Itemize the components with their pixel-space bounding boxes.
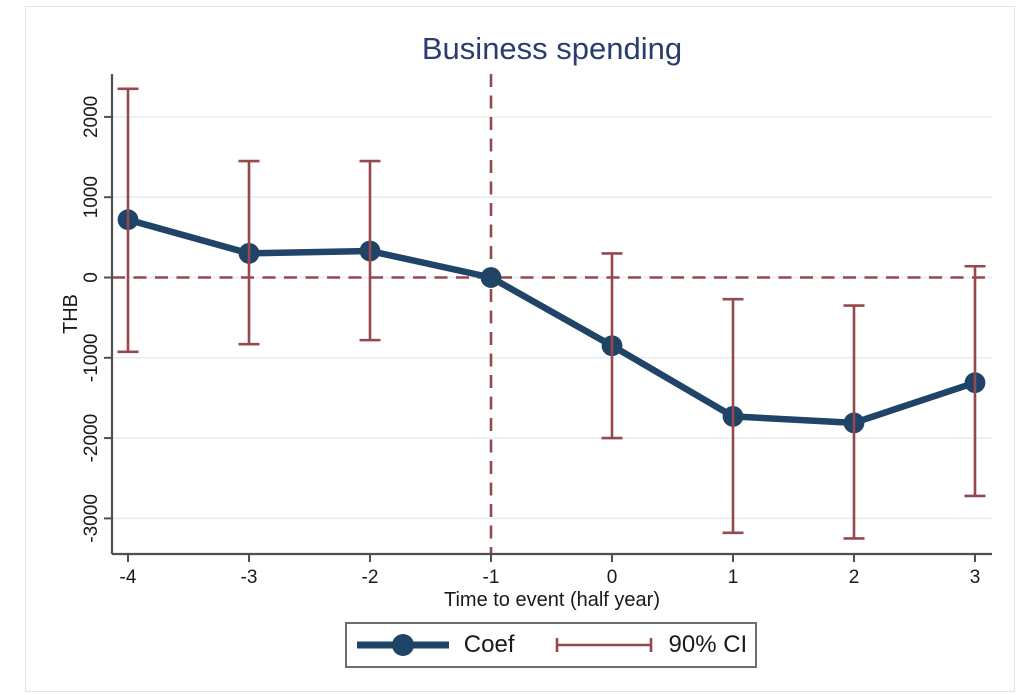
y-axis-title: THB	[60, 294, 82, 334]
y-tick-label: -3000	[81, 494, 102, 543]
x-tick-label: -3	[241, 567, 258, 588]
x-tick-label: 3	[970, 567, 981, 588]
y-tick-label: 2000	[81, 96, 102, 138]
x-tick-label: 2	[849, 567, 860, 588]
chart-title: Business spending	[421, 31, 683, 66]
y-tick-label: -1000	[81, 333, 102, 382]
x-tick-label: 0	[607, 567, 618, 588]
legend-coef-glyph	[356, 634, 449, 656]
y-tick-label: 1000	[81, 176, 102, 218]
x-tick-label: -4	[120, 567, 137, 588]
x-tick-label: 1	[728, 567, 739, 588]
x-tick-label: -2	[362, 567, 379, 588]
legend-ci-label: 90% CI	[668, 631, 748, 658]
legend-coef-label: Coef	[463, 631, 515, 658]
coef-line	[127, 216, 977, 427]
legend-ci-glyph	[555, 638, 652, 652]
y-tick-label: 0	[81, 272, 102, 283]
y-tick-label: -2000	[81, 414, 102, 463]
x-axis-title: Time to event (half year)	[444, 589, 660, 611]
x-tick-label: -1	[483, 567, 500, 588]
legend: Coef 90% CI	[345, 622, 757, 668]
coef-marker	[480, 267, 502, 288]
